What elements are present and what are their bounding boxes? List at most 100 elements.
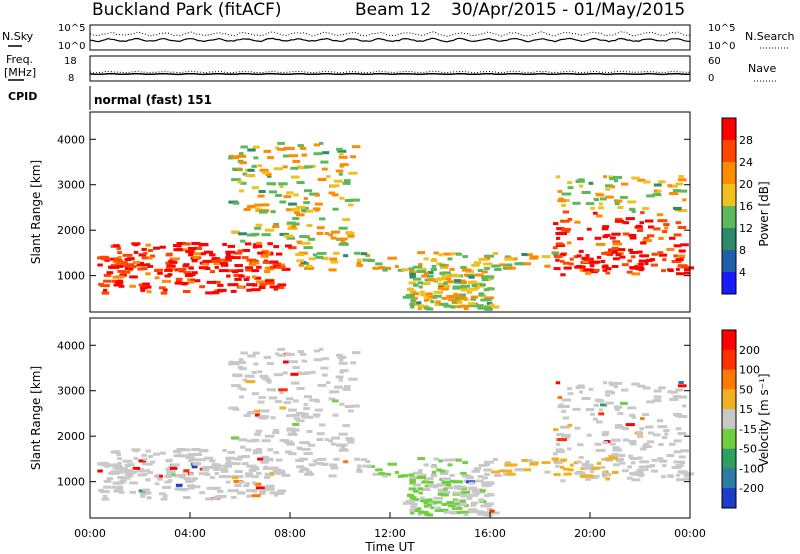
velocity-cell — [342, 424, 350, 428]
velocity-cell — [313, 349, 320, 353]
power-cell — [551, 251, 559, 255]
power-cell — [649, 258, 656, 262]
velocity-cell — [174, 487, 183, 491]
velocity-cell — [321, 373, 328, 377]
velocity-cell — [202, 468, 209, 472]
power-cell — [592, 211, 598, 215]
velocity-cell — [260, 460, 269, 464]
velocity-cell — [447, 463, 453, 467]
velocity-cell — [620, 401, 628, 405]
velocity-cell — [272, 431, 280, 435]
power-cell — [433, 251, 439, 255]
velocity-cell — [337, 355, 347, 359]
power-cell — [257, 251, 264, 255]
power-cell — [422, 267, 427, 271]
power-cell — [618, 248, 626, 252]
velocity-cell — [338, 443, 348, 447]
velocity-cell — [326, 381, 331, 385]
power-cell — [243, 278, 250, 281]
power-cell — [166, 264, 176, 268]
velocity-cell — [554, 461, 563, 465]
power-cell — [116, 247, 121, 251]
velocity-cell — [303, 407, 310, 411]
power-cell — [420, 293, 429, 297]
power-cell — [673, 233, 682, 237]
power-cell — [277, 141, 285, 145]
velocity-cell — [247, 354, 256, 358]
power-cell — [309, 192, 320, 196]
velocity-cell — [422, 473, 427, 477]
power-cell — [313, 152, 323, 156]
power-cell — [466, 290, 473, 294]
power-cell — [292, 217, 300, 220]
power-cell — [153, 246, 161, 250]
velocity-cell — [193, 458, 201, 462]
power-cell — [596, 214, 603, 218]
velocity-cell — [598, 412, 605, 416]
velocity-cell — [430, 506, 435, 510]
power-cell — [609, 177, 616, 181]
power-cell — [554, 255, 563, 259]
power-cell — [462, 268, 472, 272]
velocity-cell — [621, 469, 629, 473]
velocity-cell — [154, 482, 160, 486]
power-cell — [273, 222, 280, 226]
velocity-cell — [605, 473, 612, 477]
velocity-cell — [673, 412, 682, 416]
velocity-cell — [407, 494, 415, 498]
velocity-cell — [576, 460, 582, 464]
velocity-cell — [572, 407, 581, 411]
velocity-colorbar-swatch — [722, 349, 736, 371]
power-cell — [541, 255, 551, 259]
velocity-colorbar-tick: -100 — [739, 462, 764, 475]
velocity-cell — [259, 416, 268, 420]
velocity-cell — [259, 489, 267, 493]
velocity-cell — [339, 402, 345, 406]
velocity-cell — [350, 361, 356, 365]
velocity-cell — [561, 398, 572, 402]
power-cell — [316, 251, 327, 255]
power-cell — [314, 193, 320, 197]
velocity-cell — [330, 442, 337, 446]
velocity-cell — [287, 433, 298, 436]
velocity-cell — [451, 506, 458, 510]
power-cell — [460, 288, 469, 292]
velocity-cell — [577, 443, 584, 447]
power-cell — [636, 224, 642, 228]
velocity-cell — [226, 461, 234, 465]
power-cell — [293, 222, 300, 226]
power-cell — [275, 146, 280, 150]
velocity-cell — [423, 501, 433, 505]
power-cell — [290, 207, 300, 211]
frequency-tick-top: 18 — [64, 56, 77, 67]
velocity-cell — [182, 496, 191, 499]
velocity-cell — [478, 463, 488, 467]
power-cell — [677, 178, 687, 182]
velocity-cell — [182, 448, 191, 452]
power-cell — [256, 241, 262, 245]
velocity-cell — [591, 474, 600, 478]
power-cell — [584, 260, 594, 264]
velocity-cell — [471, 469, 480, 473]
power-cell — [605, 187, 611, 191]
power-cell — [437, 282, 444, 286]
power-cell — [193, 252, 201, 256]
power-colorbar-swatch — [722, 250, 736, 273]
velocity-cell — [256, 447, 262, 451]
velocity-cell — [116, 453, 121, 457]
power-cell — [230, 289, 237, 293]
velocity-cell — [161, 485, 171, 489]
velocity-cell — [627, 406, 637, 410]
power-cell — [521, 253, 528, 256]
power-cell — [646, 194, 655, 198]
power-cell — [407, 288, 415, 292]
velocity-cell — [612, 463, 620, 467]
velocity-cell — [658, 459, 668, 463]
power-cell — [324, 232, 329, 235]
velocity-cell — [478, 499, 484, 503]
velocity-cell — [330, 466, 339, 470]
power-cell — [494, 268, 502, 271]
velocity-cell — [103, 494, 108, 498]
velocity-cell — [225, 459, 231, 463]
velocity-cell — [586, 433, 592, 437]
